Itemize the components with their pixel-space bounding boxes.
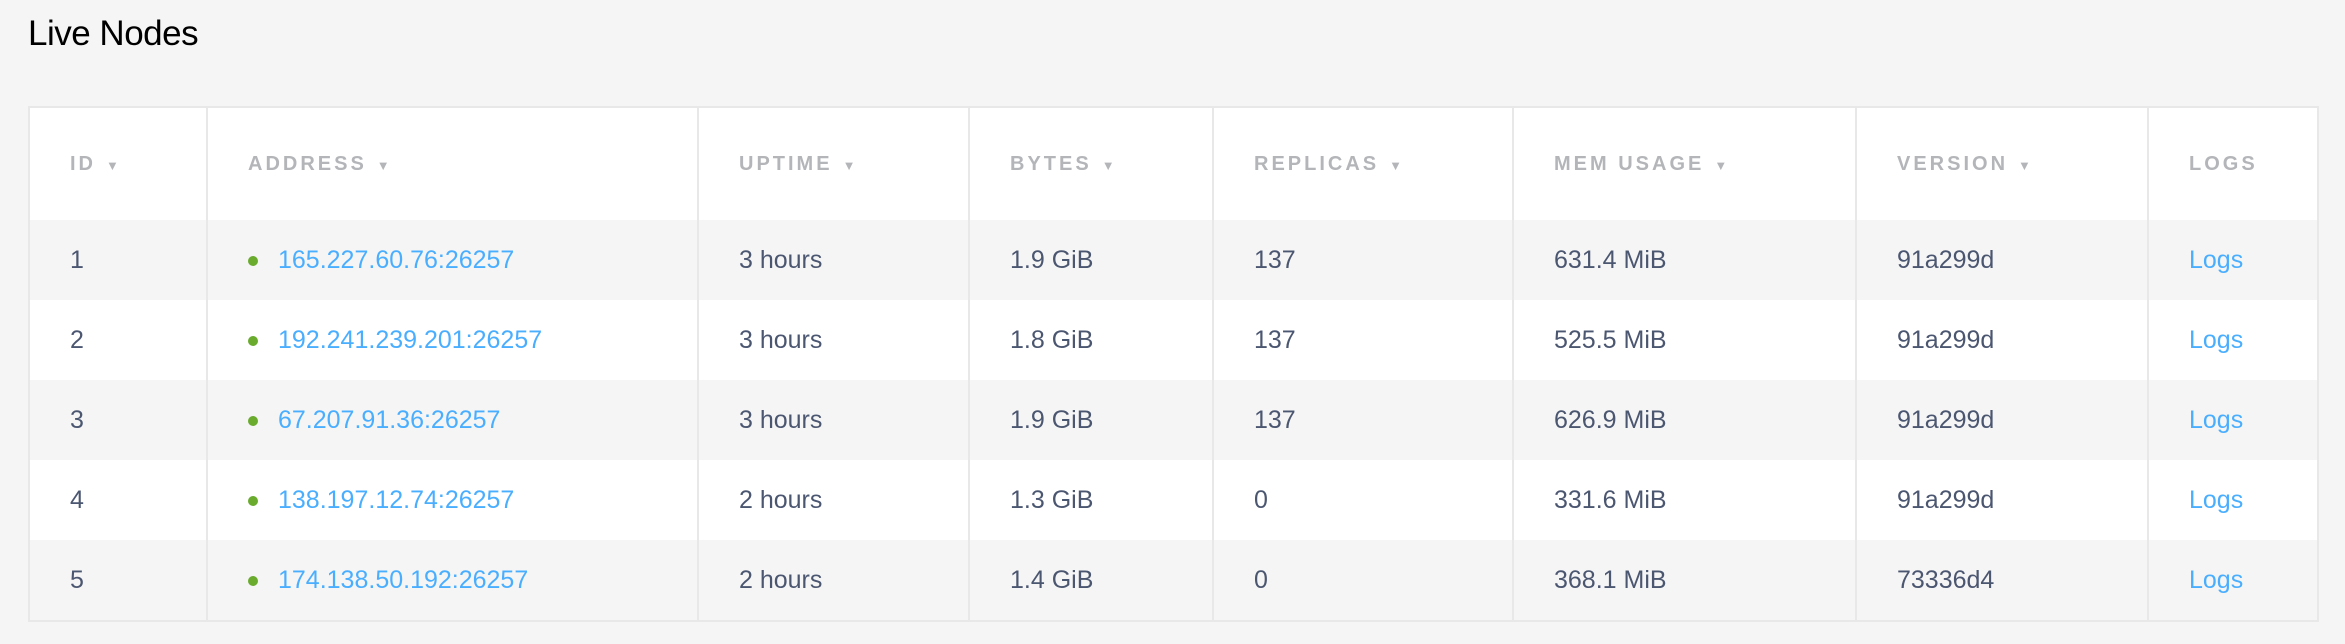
column-header-label: VERSION — [1897, 152, 2009, 175]
cell-mem: 631.4 MiB — [1512, 220, 1856, 300]
cell-id: 2 — [28, 300, 207, 380]
cell-bytes: 1.4 GiB — [968, 540, 1213, 621]
cell-mem: 368.1 MiB — [1512, 540, 1856, 621]
column-header-replicas[interactable]: REPLICAS ▼ — [1212, 107, 1513, 220]
cell-id: 4 — [28, 460, 207, 540]
cell-logs: Logs — [2147, 300, 2318, 380]
cell-bytes: 1.9 GiB — [968, 380, 1213, 460]
cell-version: 91a299d — [1855, 380, 2148, 460]
node-address-link[interactable]: 138.197.12.74:26257 — [278, 485, 515, 514]
cell-uptime: 3 hours — [697, 380, 969, 460]
cell-address: 138.197.12.74:26257 — [206, 460, 698, 540]
column-header-logs: LOGS — [2147, 107, 2318, 220]
cell-replicas: 0 — [1212, 460, 1513, 540]
column-header-id[interactable]: ID ▼ — [28, 107, 207, 220]
table-row: 2 192.241.239.201:26257 3 hours 1.8 GiB 137 5… — [28, 300, 2318, 380]
column-header-label: BYTES — [1010, 152, 1092, 175]
node-address-link[interactable]: 174.138.50.192:26257 — [278, 565, 529, 594]
cell-logs: Logs — [2147, 460, 2318, 540]
sort-caret-icon[interactable]: ▼ — [376, 157, 390, 173]
logs-link[interactable]: Logs — [2189, 325, 2244, 354]
live-status-dot-icon — [248, 495, 258, 506]
sort-caret-icon[interactable]: ▼ — [1714, 157, 1728, 173]
column-header-mem-usage[interactable]: MEM USAGE ▼ — [1512, 107, 1856, 220]
cell-version: 91a299d — [1855, 300, 2148, 380]
cell-mem: 525.5 MiB — [1512, 300, 1856, 380]
column-header-label: MEM USAGE — [1554, 152, 1705, 175]
cell-version: 73336d4 — [1855, 540, 2148, 621]
logs-link[interactable]: Logs — [2189, 245, 2244, 274]
logs-link[interactable]: Logs — [2189, 485, 2244, 514]
cell-id: 3 — [28, 380, 207, 460]
column-header-label: UPTIME — [739, 152, 833, 175]
cell-address: 192.241.239.201:26257 — [206, 300, 698, 380]
cell-address: 67.207.91.36:26257 — [206, 380, 698, 460]
table-row: 3 67.207.91.36:26257 3 hours 1.9 GiB 137 626.… — [28, 380, 2318, 460]
cell-logs: Logs — [2147, 540, 2318, 621]
column-header-uptime[interactable]: UPTIME ▼ — [697, 107, 969, 220]
sort-caret-icon[interactable]: ▼ — [1101, 157, 1115, 173]
cell-address: 165.227.60.76:26257 — [206, 220, 698, 300]
node-address-link[interactable]: 165.227.60.76:26257 — [278, 245, 515, 274]
cell-address: 174.138.50.192:26257 — [206, 540, 698, 621]
table-row: 1 165.227.60.76:26257 3 hours 1.9 GiB 137 631… — [28, 220, 2318, 300]
cell-replicas: 137 — [1212, 220, 1513, 300]
header-row: ID ▼ ADDRESS ▼ UPTIME ▼ BYTES ▼ REPLICAS ▼ MEM USA… — [28, 107, 2318, 220]
logs-link[interactable]: Logs — [2189, 565, 2244, 594]
column-header-label: ADDRESS — [248, 152, 367, 175]
sort-caret-icon[interactable]: ▼ — [1389, 157, 1402, 173]
cell-version: 91a299d — [1855, 220, 2148, 300]
cell-bytes: 1.8 GiB — [968, 300, 1213, 380]
live-nodes-table: ID ▼ ADDRESS ▼ UPTIME ▼ BYTES ▼ REPLICAS ▼ MEM USA… — [28, 106, 2319, 622]
table-row: 5 174.138.50.192:26257 2 hours 1.4 GiB 0 368.… — [28, 540, 2318, 621]
live-status-dot-icon — [248, 335, 258, 346]
node-address-link[interactable]: 67.207.91.36:26257 — [278, 405, 501, 434]
live-status-dot-icon — [248, 255, 258, 266]
logs-link[interactable]: Logs — [2189, 405, 2244, 434]
cell-uptime: 3 hours — [697, 220, 969, 300]
column-header-label: ID — [70, 152, 96, 175]
sort-caret-icon[interactable]: ▼ — [106, 157, 119, 173]
cell-uptime: 2 hours — [697, 540, 969, 621]
cell-replicas: 137 — [1212, 380, 1513, 460]
column-header-label: LOGS — [2189, 152, 2258, 175]
cell-logs: Logs — [2147, 380, 2318, 460]
cell-id: 5 — [28, 540, 207, 621]
cell-id: 1 — [28, 220, 207, 300]
cell-uptime: 3 hours — [697, 300, 969, 380]
cell-logs: Logs — [2147, 220, 2318, 300]
page-title: Live Nodes — [28, 14, 199, 53]
node-address-link[interactable]: 192.241.239.201:26257 — [278, 325, 543, 354]
column-header-version[interactable]: VERSION ▼ — [1855, 107, 2148, 220]
live-status-dot-icon — [248, 575, 258, 586]
column-header-label: REPLICAS — [1254, 152, 1380, 175]
sort-caret-icon[interactable]: ▼ — [842, 157, 856, 173]
cell-uptime: 2 hours — [697, 460, 969, 540]
cell-bytes: 1.3 GiB — [968, 460, 1213, 540]
column-header-address[interactable]: ADDRESS ▼ — [206, 107, 698, 220]
column-header-bytes[interactable]: BYTES ▼ — [968, 107, 1213, 220]
cell-version: 91a299d — [1855, 460, 2148, 540]
table-row: 4 138.197.12.74:26257 2 hours 1.3 GiB 0 331.6… — [28, 460, 2318, 540]
cell-mem: 626.9 MiB — [1512, 380, 1856, 460]
cell-replicas: 137 — [1212, 300, 1513, 380]
cell-mem: 331.6 MiB — [1512, 460, 1856, 540]
cell-bytes: 1.9 GiB — [968, 220, 1213, 300]
cell-replicas: 0 — [1212, 540, 1513, 621]
sort-caret-icon[interactable]: ▼ — [2018, 157, 2031, 173]
live-status-dot-icon — [248, 415, 258, 426]
